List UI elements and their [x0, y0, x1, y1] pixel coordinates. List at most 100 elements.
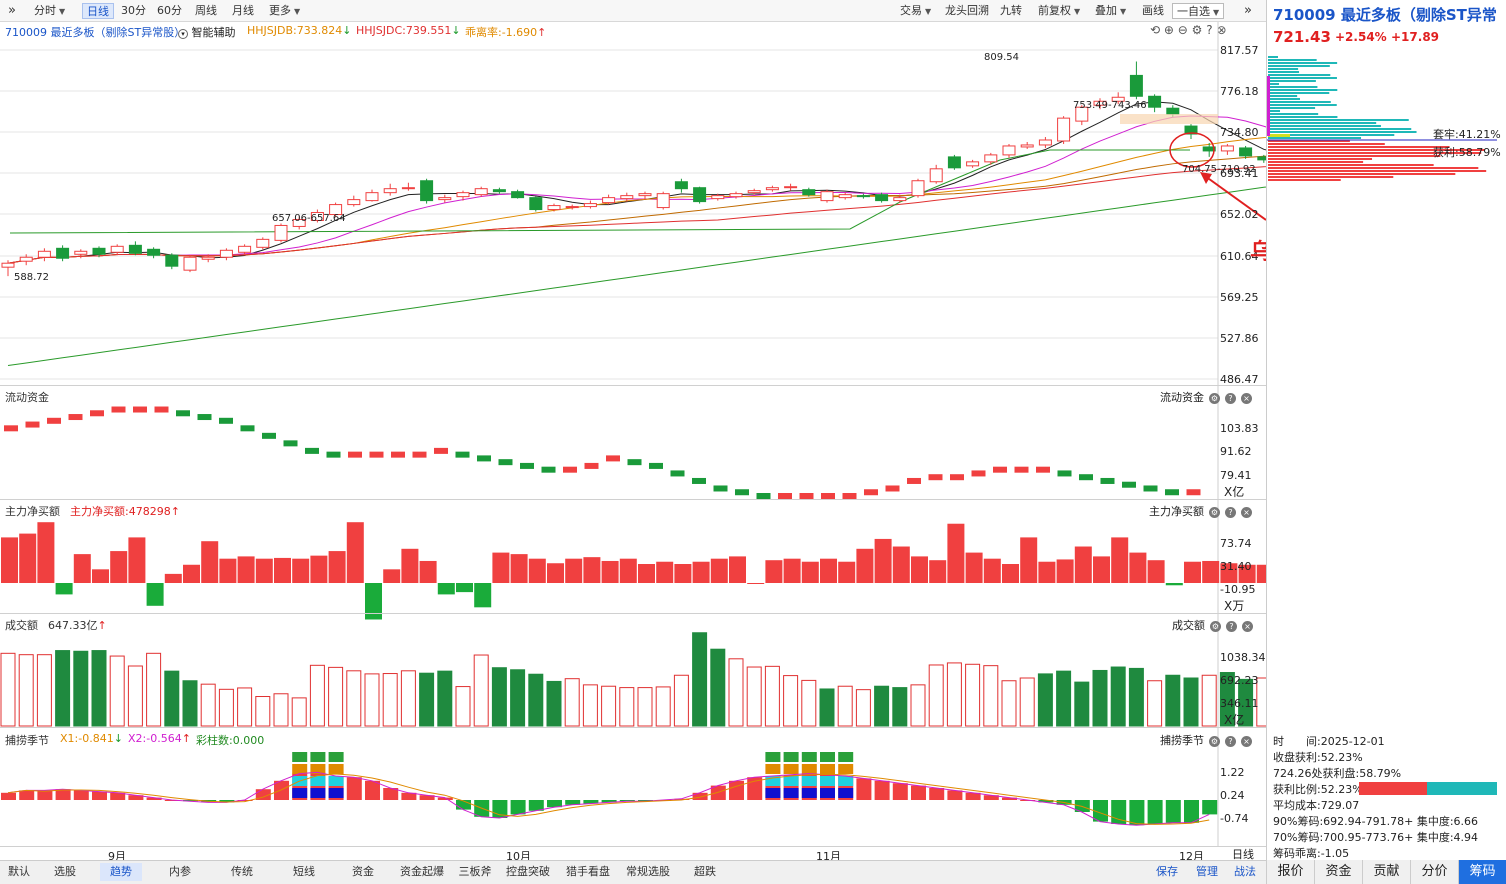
trap-ratio: 套牢:41.21%: [1433, 128, 1501, 141]
net-buy-bar: [510, 554, 528, 583]
volume-bar: [400, 670, 416, 727]
period-tab-more[interactable]: 更多 ▼: [269, 4, 301, 17]
bottom-tab[interactable]: 默认: [8, 865, 30, 878]
help-icon[interactable]: ?: [1226, 620, 1237, 632]
bottom-tab[interactable]: 趋势: [100, 863, 142, 881]
trade-menu[interactable]: 交易 ▼: [900, 4, 932, 17]
chip-bar: [1268, 146, 1450, 148]
period-tab-daily[interactable]: 日线: [82, 3, 114, 19]
candle-body: [929, 168, 943, 183]
zoom-in-icon[interactable]: ⊕: [1163, 23, 1174, 37]
volume-bar: [237, 687, 253, 727]
collapse-left-icon[interactable]: »: [8, 3, 16, 18]
volume-bar: [1056, 670, 1072, 727]
net-value-label: 主力净买额:478298↑: [70, 503, 180, 519]
volume-bar: [291, 697, 307, 727]
bottom-tab[interactable]: 控盘突破: [506, 865, 550, 878]
bottom-tab[interactable]: 传统: [231, 865, 253, 878]
bottom-tab[interactable]: 超跌: [694, 865, 716, 878]
help-icon[interactable]: ?: [1225, 506, 1236, 518]
net-unit: X万: [1224, 599, 1245, 613]
volume-panel-title: 成交额: [5, 619, 38, 632]
bottom-tab[interactable]: 常规选股: [626, 865, 670, 878]
settings-icon[interactable]: ⚙: [1209, 735, 1220, 747]
settings-icon[interactable]: ⚙: [1210, 620, 1221, 632]
close-icon[interactable]: ×: [1242, 620, 1253, 632]
help-icon[interactable]: ?: [1206, 23, 1213, 37]
bottom-tab[interactable]: 资金: [352, 865, 374, 878]
net-buy-bar: [892, 546, 910, 583]
smart-assist-toggle[interactable]: ▾ 智能辅助: [178, 24, 236, 40]
chip-bar: [1268, 137, 1362, 139]
help-icon[interactable]: ?: [1225, 392, 1236, 404]
flow-bar: [391, 451, 405, 458]
right-panel-tab[interactable]: 筹码: [1458, 860, 1506, 884]
draw-line-button[interactable]: 画线: [1138, 3, 1168, 19]
period-tab-30min[interactable]: 30分: [117, 3, 150, 19]
nine-turn-button[interactable]: 九转: [996, 3, 1026, 19]
adjust-menu[interactable]: 前复权 ▼: [1038, 4, 1081, 17]
help-icon[interactable]: ?: [1225, 735, 1236, 747]
flow-bar: [799, 493, 814, 499]
watchlist-dropdown[interactable]: 一自选 ▼: [1172, 3, 1225, 19]
chip-bar: [1268, 74, 1331, 76]
bottom-tab[interactable]: 资金起爆: [400, 865, 444, 878]
right-panel-tab[interactable]: 分价: [1410, 860, 1458, 884]
flow-bar: [778, 493, 792, 499]
x1-text: X1:-0.841: [60, 732, 114, 745]
flow-bar: [25, 421, 40, 428]
overlay-menu[interactable]: 叠加 ▼: [1095, 4, 1127, 17]
flow-bar: [197, 414, 212, 421]
menu-label: 龙头回溯: [945, 4, 989, 17]
bottom-action-button[interactable]: 战法: [1234, 865, 1256, 878]
net-buy-bar: [92, 569, 109, 583]
zoom-out-icon[interactable]: ⊖: [1177, 23, 1188, 37]
stock-chart[interactable]: [0, 0, 1266, 860]
bottom-tab[interactable]: 三板斧: [458, 865, 492, 878]
right-panel-tab[interactable]: 贡献: [1362, 860, 1410, 884]
settings-icon[interactable]: ⚙: [1191, 23, 1203, 37]
volume-bar: [437, 670, 453, 727]
net-buy-bar: [656, 561, 674, 583]
price-tick: 652.02: [1220, 208, 1259, 221]
chip-bar: [1268, 119, 1409, 121]
settings-icon[interactable]: ⚙: [1209, 392, 1220, 404]
right-panel-tab[interactable]: 资金: [1314, 860, 1362, 884]
bottom-action-button[interactable]: 保存: [1156, 865, 1178, 878]
chip-bar: [1268, 92, 1330, 94]
volume-bar: [18, 654, 34, 727]
close-icon[interactable]: ×: [1241, 392, 1252, 404]
bottom-tab[interactable]: 短线: [293, 865, 315, 878]
xaxis-divider: [0, 846, 1266, 847]
volume-bar: [1074, 681, 1090, 727]
candle-body: [128, 244, 142, 254]
close-icon[interactable]: ⊗: [1216, 23, 1227, 37]
close-icon[interactable]: ×: [1241, 735, 1252, 747]
bottom-tab[interactable]: 内参: [169, 865, 191, 878]
period-tab-monthly[interactable]: 月线: [228, 3, 258, 19]
right-panel-tab[interactable]: 报价: [1266, 860, 1314, 884]
settings-icon[interactable]: ⚙: [1209, 506, 1220, 518]
price-tick: 776.18: [1220, 85, 1259, 98]
net-buy-bar: [1093, 556, 1110, 583]
season-bar: [383, 788, 399, 800]
season-bar: [92, 791, 107, 800]
bottom-action-button[interactable]: 管理: [1196, 865, 1218, 878]
period-tab-60min[interactable]: 60分: [153, 3, 186, 19]
bottom-tab[interactable]: 猎手看盘: [566, 865, 610, 878]
net-buy-bar: [201, 541, 219, 583]
period-tab-minute[interactable]: 分时 ▼: [34, 4, 66, 17]
period-tab-weekly[interactable]: 周线: [191, 3, 221, 19]
season-bar: [547, 800, 562, 808]
stock-code-name: 710009 最近多板（剔除ST异常股）: [5, 26, 186, 39]
bottom-tab[interactable]: 选股: [54, 865, 76, 878]
refresh-icon[interactable]: ⟲: [1150, 23, 1161, 37]
collapse-right-icon[interactable]: »: [1244, 3, 1252, 18]
leader-review-button[interactable]: 龙头回溯: [941, 3, 993, 19]
close-icon[interactable]: ×: [1241, 506, 1252, 518]
season-bar: [1184, 800, 1199, 823]
candle-body: [620, 195, 634, 200]
net-buy-bar: [674, 564, 692, 583]
season-bar: [929, 788, 945, 800]
candle-body: [238, 245, 252, 253]
